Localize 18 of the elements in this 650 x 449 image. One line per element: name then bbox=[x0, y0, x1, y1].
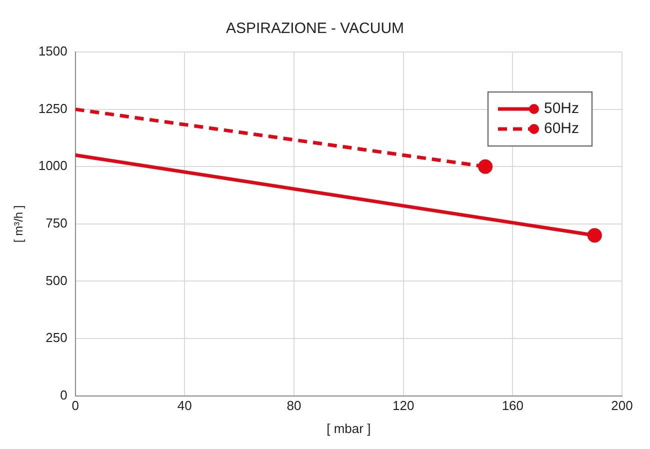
x-tick-label: 200 bbox=[611, 398, 633, 414]
y-tick-label: 1500 bbox=[38, 44, 68, 59]
y-tick-label: 750 bbox=[46, 215, 68, 230]
x-tick-label: 0 bbox=[72, 398, 79, 414]
x-axis-title: [ mbar ] bbox=[326, 420, 371, 436]
x-tick-label: 80 bbox=[286, 398, 302, 414]
x-tick-label: 160 bbox=[502, 398, 524, 414]
y-tick-label: 0 bbox=[60, 387, 68, 402]
x-tick-label: 40 bbox=[177, 398, 192, 414]
x-tick-label: 120 bbox=[392, 398, 414, 414]
y-tick-label: 250 bbox=[46, 330, 68, 346]
y-tick-label: 1250 bbox=[38, 100, 68, 116]
y-tick-label: 500 bbox=[46, 272, 68, 288]
y-axis-title: [ m³/h ] bbox=[12, 205, 26, 243]
y-tick-label: 1000 bbox=[38, 158, 68, 174]
legend-label: 60Hz bbox=[544, 120, 580, 138]
legend-label: 50Hz bbox=[544, 100, 580, 118]
chart-title: ASPIRAZIONE - VACUUM bbox=[226, 20, 404, 38]
